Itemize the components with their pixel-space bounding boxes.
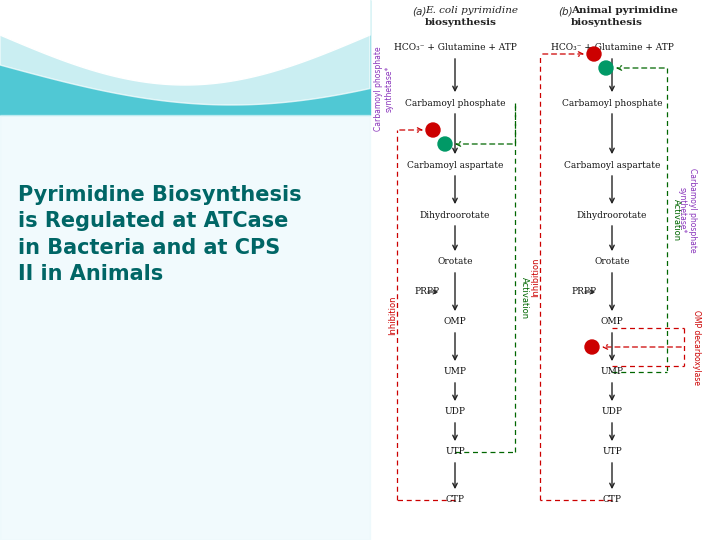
Text: CTP: CTP <box>446 496 464 504</box>
Circle shape <box>438 137 452 151</box>
Text: OMP: OMP <box>600 318 624 327</box>
Polygon shape <box>0 115 370 540</box>
Text: Dihydroorotate: Dihydroorotate <box>420 211 490 219</box>
Text: Inhibition: Inhibition <box>389 295 397 335</box>
Text: Pyrimidine Biosynthesis
is Regulated at ATCase
in Bacteria and at CPS
II in Anim: Pyrimidine Biosynthesis is Regulated at … <box>18 185 302 284</box>
Text: Carbamoyl phosphate: Carbamoyl phosphate <box>405 98 505 107</box>
Polygon shape <box>0 0 370 105</box>
Text: PRPP: PRPP <box>572 287 597 296</box>
Text: biosynthesis: biosynthesis <box>571 18 643 27</box>
Text: Animal pyrimidine: Animal pyrimidine <box>571 6 678 15</box>
Text: Activation: Activation <box>672 199 681 241</box>
Text: (a): (a) <box>412 6 426 16</box>
Text: HCO₃⁻ + Glutamine + ATP: HCO₃⁻ + Glutamine + ATP <box>394 44 516 52</box>
Text: Carbamoyl phosphate
synthetase*: Carbamoyl phosphate synthetase* <box>374 46 394 131</box>
Text: Inhibition: Inhibition <box>531 257 541 297</box>
Text: E. coli pyrimidine: E. coli pyrimidine <box>425 6 518 15</box>
Text: Orotate: Orotate <box>594 258 630 267</box>
Text: (b): (b) <box>558 6 572 16</box>
Text: HCO₃⁻ + Glutamine + ATP: HCO₃⁻ + Glutamine + ATP <box>551 44 673 52</box>
Circle shape <box>585 340 599 354</box>
Text: OMP decarboxylase: OMP decarboxylase <box>692 309 701 384</box>
Text: UTP: UTP <box>602 448 622 456</box>
Text: Carbamoyl phosphate: Carbamoyl phosphate <box>562 98 662 107</box>
Text: UMP: UMP <box>600 368 624 376</box>
Circle shape <box>599 61 613 75</box>
Text: Carbamoyl aspartate: Carbamoyl aspartate <box>407 160 503 170</box>
Polygon shape <box>0 0 370 85</box>
Text: UDP: UDP <box>444 408 466 416</box>
Text: Carbamoyl phosphate
synthetase*: Carbamoyl phosphate synthetase* <box>678 168 697 252</box>
Text: OMP: OMP <box>444 318 467 327</box>
Circle shape <box>587 47 601 61</box>
Text: PRPP: PRPP <box>415 287 440 296</box>
Text: Carbamoyl aspartate: Carbamoyl aspartate <box>564 160 660 170</box>
Text: biosynthesis: biosynthesis <box>425 18 497 27</box>
Text: UTP: UTP <box>445 448 465 456</box>
Text: UDP: UDP <box>601 408 623 416</box>
Text: Orotate: Orotate <box>437 258 473 267</box>
Circle shape <box>426 123 440 137</box>
Text: Dihydroorotate: Dihydroorotate <box>577 211 647 219</box>
Text: UMP: UMP <box>444 368 467 376</box>
Text: CTP: CTP <box>603 496 621 504</box>
Polygon shape <box>0 0 370 115</box>
Text: Activation: Activation <box>520 277 529 319</box>
